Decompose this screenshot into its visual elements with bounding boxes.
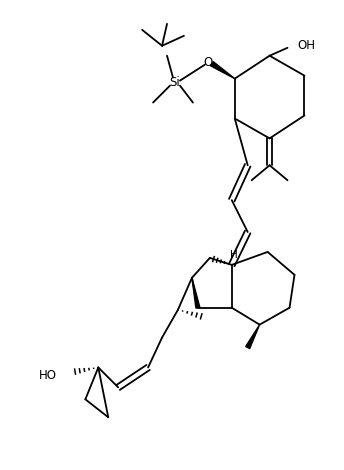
Polygon shape	[246, 325, 260, 349]
Polygon shape	[211, 62, 235, 78]
Text: HO: HO	[39, 369, 56, 382]
Text: OH: OH	[298, 39, 315, 52]
Text: Si: Si	[170, 76, 180, 89]
Text: H: H	[230, 250, 238, 260]
Polygon shape	[192, 278, 200, 308]
Text: O: O	[203, 56, 213, 69]
